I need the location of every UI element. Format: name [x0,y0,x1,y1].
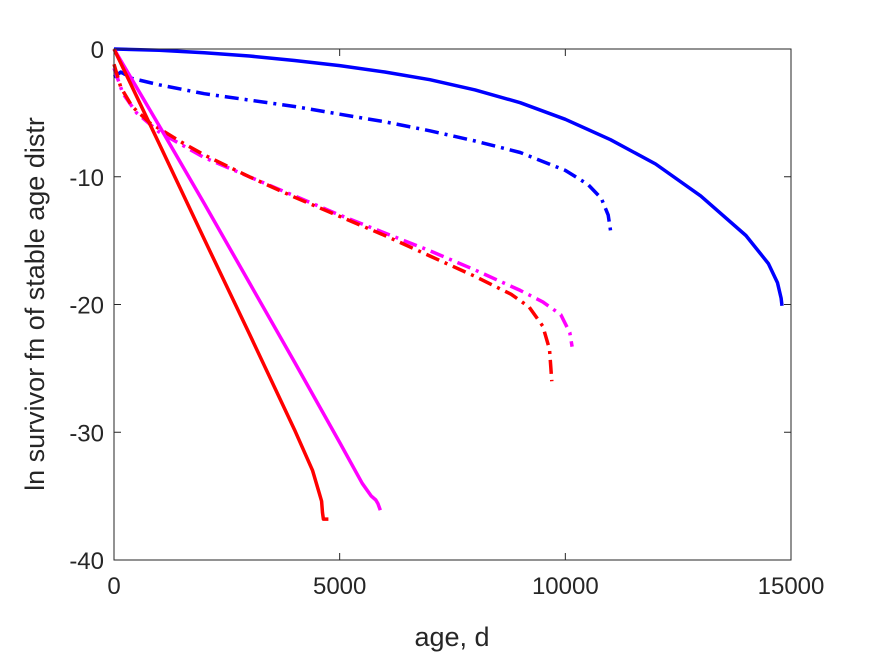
series-line-6 [112,48,329,521]
y-tick-label: -40 [69,548,104,575]
x-axis-label: age, d [414,622,489,652]
series-line-5 [112,48,382,511]
x-tick-label: 15000 [758,573,825,600]
y-tick-label: -20 [69,293,104,320]
plot-area-background [114,49,791,560]
x-tick-label: 0 [107,573,120,600]
x-tick-label: 10000 [532,573,599,600]
series-line-1 [113,47,784,307]
y-tick-label: -30 [69,420,104,447]
x-tick-label: 5000 [313,573,366,600]
series-line-2 [112,70,613,231]
y-tick-label: 0 [91,37,104,64]
tick-layer: 0 5000 10000 15000 0 -10 -20 -30 -40 [69,37,824,600]
y-tick-label: -10 [69,165,104,192]
y-axis-label: ln survivor fn of stable age distr [20,117,50,491]
series-layer [112,47,784,521]
series-line-4 [112,63,554,382]
